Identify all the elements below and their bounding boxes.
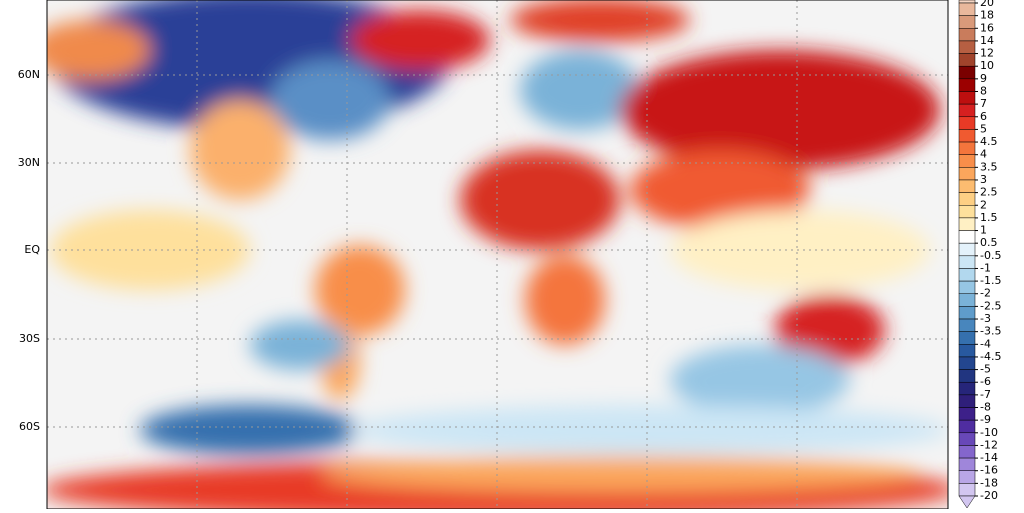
colorbar-label: -12 xyxy=(980,438,998,451)
colorbar-swatch xyxy=(958,356,976,370)
colorbar-label: 1.5 xyxy=(980,211,998,224)
colorbar-label: 0.5 xyxy=(980,236,998,249)
colorbar-swatch xyxy=(958,141,976,155)
map-field xyxy=(47,0,948,509)
colorbar-swatch xyxy=(958,419,976,434)
lat-label: 30N xyxy=(18,156,40,169)
colorbar-swatch xyxy=(958,457,976,471)
colorbar-swatch xyxy=(958,381,976,396)
colorbar-label: -16 xyxy=(980,464,998,477)
colorbar-swatch xyxy=(958,268,976,282)
colorbar-swatch xyxy=(958,255,976,269)
lat-label: 60S xyxy=(19,420,40,433)
colorbar-label: 14 xyxy=(980,34,994,47)
colorbar-swatch xyxy=(958,369,976,383)
colorbar-label: -4.5 xyxy=(980,350,1001,363)
lat-label: 60N xyxy=(18,68,40,81)
colorbar-label: 3.5 xyxy=(980,160,998,173)
lat-labels: 60N 30N EQ 30S 60S xyxy=(18,68,41,433)
colorbar-label: 3 xyxy=(980,173,987,186)
colorbar-label: -4 xyxy=(980,337,991,350)
colorbar-swatch xyxy=(958,40,976,54)
colorbar-label: -20 xyxy=(980,489,998,502)
lat-label: 30S xyxy=(19,332,40,345)
colorbar-label: 12 xyxy=(980,47,994,60)
colorbar-label: 2 xyxy=(980,198,987,211)
colorbar-label: -1 xyxy=(980,261,991,274)
colorbar-label: -14 xyxy=(980,451,998,464)
colorbar-label: -18 xyxy=(980,476,998,489)
colorbar-swatch xyxy=(958,293,976,307)
colorbar-swatch xyxy=(958,78,976,92)
colorbar-swatch xyxy=(958,15,976,29)
colorbar-label: -5 xyxy=(980,363,991,376)
colorbar-swatch xyxy=(958,344,976,358)
colorbar-swatch xyxy=(958,103,976,118)
colorbar-label: -3 xyxy=(980,312,991,325)
colorbar-label: 2.5 xyxy=(980,186,998,199)
colorbar-label: 1 xyxy=(980,224,987,237)
colorbar-label: 7 xyxy=(980,97,987,110)
colorbar-swatch xyxy=(958,28,976,42)
colorbar-swatch xyxy=(958,280,976,294)
colorbar-label: -1.5 xyxy=(980,274,1001,287)
colorbar-swatch xyxy=(958,167,976,181)
colorbar-swatch xyxy=(958,242,976,257)
colorbar-label: -3.5 xyxy=(980,325,1001,338)
colorbar-swatch xyxy=(958,432,976,446)
colorbar-swatch xyxy=(958,331,976,345)
colorbar-swatch xyxy=(958,179,976,193)
colorbar-label: 5 xyxy=(980,122,987,135)
colorbar-swatch xyxy=(958,0,976,4)
colorbar-swatch xyxy=(958,2,976,16)
colorbar-swatch xyxy=(958,129,976,143)
colorbar-swatch xyxy=(958,407,976,421)
colorbar-label: -9 xyxy=(980,413,991,426)
colorbar-swatch xyxy=(958,217,976,231)
colorbar-label: 6 xyxy=(980,110,987,123)
colorbar-swatch xyxy=(958,116,976,130)
colorbar-swatch xyxy=(958,230,976,244)
colorbar-swatch xyxy=(958,445,976,459)
colorbar-label: 9 xyxy=(980,72,987,85)
colorbar-label: 20 xyxy=(980,0,994,9)
colorbar-label: -2.5 xyxy=(980,299,1001,312)
colorbar-swatch xyxy=(958,470,976,484)
lat-label: EQ xyxy=(24,243,40,256)
colorbar-swatch xyxy=(958,483,976,497)
colorbar-label: 10 xyxy=(980,59,994,72)
colorbar-label: -0.5 xyxy=(980,249,1001,262)
graticule xyxy=(47,0,948,509)
colorbar-label: 8 xyxy=(980,84,987,97)
colorbar-label: 18 xyxy=(980,9,994,22)
colorbar-swatch xyxy=(958,306,976,320)
colorbar-label: 4.5 xyxy=(980,135,998,148)
colorbar-label: -7 xyxy=(980,388,991,401)
colorbar-swatch xyxy=(958,318,976,332)
colorbar-swatch xyxy=(958,154,976,168)
colorbar-swatch xyxy=(958,205,976,219)
colorbar: 201816141210987654.543.532.521.510.5-0.5… xyxy=(958,0,1001,509)
colorbar-swatch xyxy=(958,53,976,67)
colorbar-label: -8 xyxy=(980,401,991,414)
colorbar-swatch xyxy=(958,394,976,408)
colorbar-arrow xyxy=(958,495,976,509)
colorbar-label: -10 xyxy=(980,426,998,439)
colorbar-label: -6 xyxy=(980,375,991,388)
colorbar-label: 4 xyxy=(980,148,987,161)
colorbar-swatch xyxy=(958,91,976,105)
colorbar-label: 16 xyxy=(980,21,994,34)
colorbar-swatch xyxy=(958,65,976,80)
colorbar-label: -2 xyxy=(980,287,991,300)
colorbar-swatch xyxy=(958,192,976,206)
